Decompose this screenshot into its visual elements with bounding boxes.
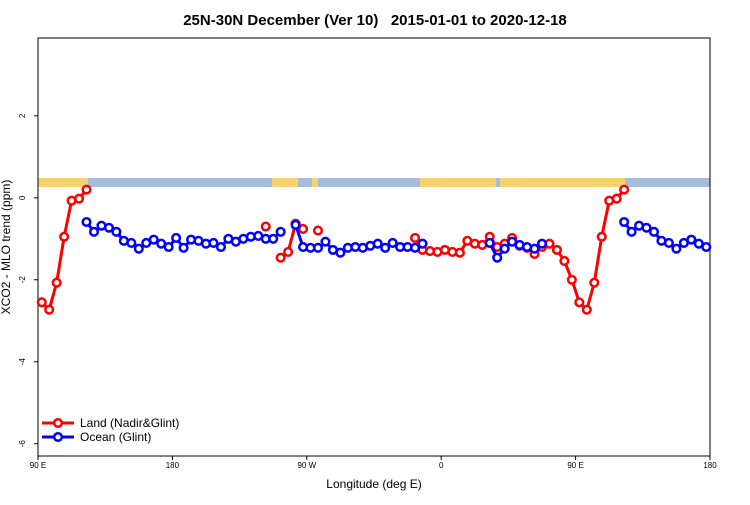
data-point — [88, 226, 100, 237]
data-point — [320, 236, 331, 247]
data-point — [59, 231, 70, 242]
y-tick-label: -6 — [18, 440, 27, 448]
data-point — [372, 238, 383, 249]
data-point — [298, 223, 309, 235]
data-point — [387, 237, 398, 248]
data-point — [260, 221, 271, 232]
data-point — [335, 247, 346, 258]
legend-marker — [52, 417, 64, 429]
data-point — [641, 222, 652, 233]
legend-label: Ocean (Glint) — [80, 430, 151, 444]
data-point — [126, 237, 137, 248]
data-point — [81, 184, 92, 195]
legend-label: Land (Nadir&Glint) — [80, 416, 179, 430]
data-point — [380, 242, 391, 253]
y-tick-label: -4 — [18, 358, 27, 366]
data-point — [619, 184, 630, 195]
data-point — [529, 243, 540, 254]
data-point — [454, 247, 465, 258]
data-point — [283, 246, 294, 257]
data-point — [574, 297, 585, 308]
x-tick-label: 90 W — [297, 461, 316, 470]
land-strip — [38, 178, 88, 187]
data-point — [111, 226, 122, 237]
data-point — [163, 241, 174, 253]
data-point — [178, 242, 189, 253]
x-axis-label: Longitude (deg E) — [326, 477, 421, 491]
y-tick-label: -2 — [18, 276, 27, 284]
data-point — [133, 243, 144, 254]
data-point — [81, 216, 92, 228]
data-point — [290, 219, 301, 230]
data-point — [663, 237, 674, 248]
data-point — [51, 277, 62, 288]
data-point — [611, 193, 622, 204]
land-mask — [38, 178, 710, 187]
data-point — [492, 252, 503, 263]
data-point — [566, 274, 577, 285]
data-point — [589, 277, 600, 288]
data-point — [671, 243, 682, 254]
data-point — [410, 242, 421, 253]
data-point — [268, 233, 279, 244]
land-strip — [312, 178, 318, 187]
x-tick-label: 180 — [703, 461, 717, 470]
y-tick-label: 0 — [18, 195, 27, 200]
data-point — [596, 231, 607, 242]
x-tick-label: 90 E — [30, 461, 46, 470]
data-point — [36, 297, 47, 308]
data-point — [275, 252, 286, 263]
x-tick-label: 90 E — [567, 461, 583, 470]
x-tick-label: 0 — [439, 461, 444, 470]
data-point — [536, 238, 548, 249]
data-point — [648, 226, 660, 237]
data-point — [417, 238, 428, 249]
data-point — [626, 226, 637, 237]
data-point — [551, 244, 562, 255]
data-point — [44, 304, 55, 315]
data-point — [171, 232, 182, 244]
land-strip — [420, 178, 496, 187]
land-strip — [500, 178, 625, 187]
y-axis-label: XCO2 - MLO trend (ppm) — [0, 180, 13, 315]
data-point — [619, 216, 630, 228]
data-point — [581, 304, 592, 315]
y-tick-label: 2 — [18, 113, 27, 118]
data-point — [312, 225, 324, 236]
data-point — [148, 234, 159, 245]
land-strip — [272, 178, 298, 187]
x-tick-label: 180 — [166, 461, 180, 470]
data-point — [208, 237, 219, 248]
data-point — [312, 242, 324, 253]
data-point — [686, 234, 697, 245]
data-point — [410, 232, 421, 244]
data-point — [275, 226, 286, 237]
data-point — [215, 241, 226, 253]
data-point — [499, 243, 510, 254]
chart-title: 25N-30N December (Ver 10) 2015-01-01 to … — [183, 12, 567, 29]
ocean-strip — [38, 178, 710, 187]
legend: Land (Nadir&Glint)Ocean (Glint) — [42, 416, 179, 444]
data-point — [74, 193, 85, 204]
data-point — [701, 241, 712, 253]
data-point — [103, 222, 114, 233]
data-point — [559, 255, 570, 266]
data-point — [484, 237, 495, 248]
legend-marker — [52, 431, 64, 443]
